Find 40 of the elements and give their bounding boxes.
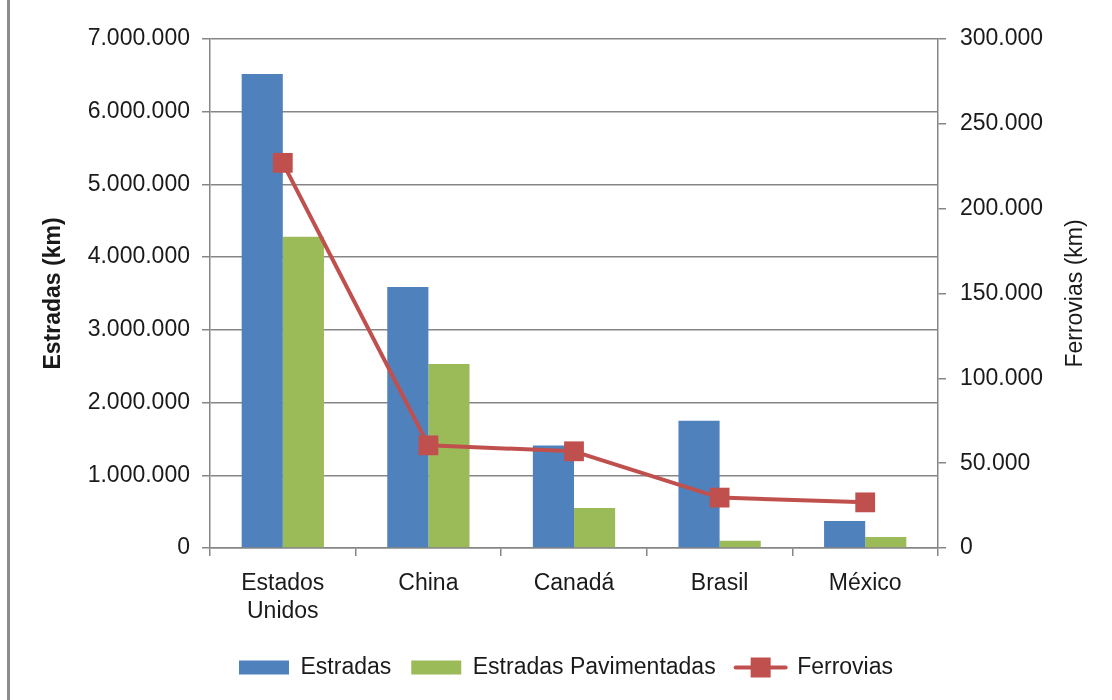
legend-label: Estradas — [300, 652, 392, 679]
bar — [428, 364, 470, 548]
y-tick-label: 3.000.000 — [87, 315, 190, 342]
y2-tick-label: 100.000 — [960, 363, 1044, 390]
bar — [865, 537, 907, 548]
point — [709, 487, 730, 508]
bar — [387, 286, 429, 548]
x-tick-label: México — [828, 569, 902, 596]
point — [418, 435, 439, 456]
legend-label: Estradas Pavimentadas — [472, 652, 716, 679]
point — [855, 492, 876, 513]
y2-tick-label: 0 — [960, 533, 973, 560]
x-tick-label: China — [398, 569, 459, 596]
x-tick-label: Canadá — [533, 569, 615, 596]
y-axis-title: Estradas (km) — [39, 217, 66, 370]
y-tick-label: 0 — [177, 533, 190, 560]
point — [564, 441, 584, 462]
point — [272, 152, 293, 173]
y-tick-label: 7.000.000 — [87, 24, 190, 51]
bar — [678, 420, 720, 548]
y2-axis-title: Ferrovias (km) — [1060, 219, 1087, 368]
bar — [574, 508, 616, 548]
bar — [719, 540, 761, 548]
x-tick-label: Estados Unidos — [241, 569, 325, 623]
y-tick-label: 1.000.000 — [87, 460, 190, 487]
y-tick-label: 5.000.000 — [87, 169, 190, 196]
y-tick-label: 4.000.000 — [87, 242, 190, 269]
bar — [282, 236, 324, 548]
y-tick-label: 2.000.000 — [87, 387, 190, 414]
y2-tick-label: 200.000 — [960, 194, 1044, 221]
y2-tick-label: 250.000 — [960, 109, 1044, 136]
legend-label: Ferrovias — [797, 652, 894, 679]
bar — [532, 445, 574, 548]
x-tick-label: Brasil — [690, 569, 749, 596]
bar — [824, 521, 866, 548]
y-tick-label: 6.000.000 — [87, 97, 190, 124]
y2-tick-label: 50.000 — [960, 448, 1031, 475]
y2-tick-label: 300.000 — [960, 24, 1044, 51]
bar — [241, 73, 283, 548]
y2-tick-label: 150.000 — [960, 278, 1044, 305]
